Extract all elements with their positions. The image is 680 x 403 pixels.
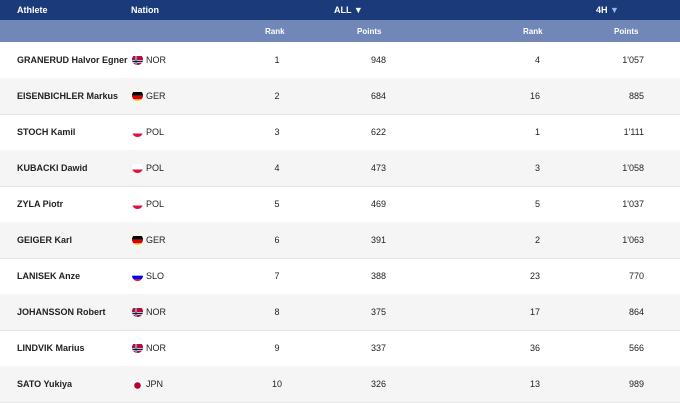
germany-flag-icon: [132, 234, 143, 245]
rank-all: 6: [274, 235, 280, 245]
athlete-name[interactable]: SATO Yukiya: [17, 379, 73, 389]
points-4h: 989: [628, 379, 644, 389]
table-row[interactable]: LINDVIK Marius NOR 9 337 36 566: [0, 330, 680, 367]
norway-flag-icon: [132, 54, 143, 65]
table-header: Athlete Nation ALL ▼ 4H ▼: [0, 0, 680, 20]
chevron-down-icon: ▼: [610, 5, 619, 15]
rank-all: 7: [274, 271, 280, 281]
table-row[interactable]: KUBACKI Dawid POL 4 473 3 1'058: [0, 150, 680, 187]
rank-4h: 17: [529, 307, 540, 317]
athlete-name[interactable]: LINDVIK Marius: [17, 343, 85, 353]
table-subheader: Rank Points Rank Points: [0, 20, 680, 42]
points-4h: 1'063: [622, 235, 644, 245]
points-all: 684: [370, 91, 386, 101]
nation-code: NOR: [146, 307, 166, 317]
table-row[interactable]: GRANERUD Halvor Egner NOR 1 948 4 1'057: [0, 42, 680, 79]
nation-code: POL: [146, 163, 165, 173]
four-hills-selector[interactable]: 4H ▼: [596, 5, 619, 15]
all-label: ALL: [334, 5, 352, 15]
rank-4h: 13: [529, 379, 540, 389]
points-all: 469: [370, 199, 386, 209]
nation-column-header[interactable]: Nation: [131, 5, 159, 15]
athlete-name[interactable]: STOCH Kamil: [17, 127, 76, 137]
nation-code: POL: [146, 199, 165, 209]
rank-4h: 16: [529, 91, 540, 101]
points-4h: 1'057: [622, 55, 644, 65]
points-all: 473: [370, 163, 386, 173]
chevron-down-icon: ▼: [353, 5, 363, 15]
rank-4h: 5: [534, 199, 540, 209]
points-all: 388: [370, 271, 386, 281]
poland-flag-icon: [132, 126, 143, 137]
rank-all: 10: [271, 379, 282, 389]
points-all: 391: [370, 235, 386, 245]
points-4h: 885: [628, 91, 644, 101]
norway-flag-icon: [132, 306, 143, 317]
rank-all: 5: [274, 199, 280, 209]
rank-all: 3: [274, 127, 280, 137]
table-row[interactable]: STOCH Kamil POL 3 622 1 1'111: [0, 114, 680, 151]
points-4h: 566: [628, 343, 644, 353]
japan-flag-icon: [132, 378, 143, 389]
table-row[interactable]: SATO Yukiya JPN 10 326 13 989: [0, 366, 680, 403]
nation-code: GER: [146, 235, 166, 245]
points-all: 948: [370, 55, 386, 65]
table-row[interactable]: JOHANSSON Robert NOR 8 375 17 864: [0, 294, 680, 331]
points-all: 622: [370, 127, 386, 137]
four-hills-label: 4H: [596, 5, 608, 15]
athlete-name[interactable]: LANISEK Anze: [17, 271, 81, 281]
rank-all: 2: [274, 91, 280, 101]
table-row[interactable]: GEIGER Karl GER 6 391 2 1'063: [0, 222, 680, 259]
table-row[interactable]: EISENBICHLER Markus GER 2 684 16 885: [0, 78, 680, 115]
rank-4h: 2: [534, 235, 540, 245]
nation-code: JPN: [146, 379, 164, 389]
nation-code: GER: [146, 91, 166, 101]
points-all: 375: [370, 307, 386, 317]
rank-4h-header[interactable]: Rank: [523, 27, 543, 36]
table-row[interactable]: LANISEK Anze SLO 7 388 23 770: [0, 258, 680, 295]
rank-4h: 3: [534, 163, 540, 173]
nation-code: NOR: [146, 343, 166, 353]
athlete-name[interactable]: JOHANSSON Robert: [17, 307, 106, 317]
rank-4h: 4: [534, 55, 540, 65]
points-4h: 1'111: [623, 127, 644, 137]
nation-code: SLO: [146, 271, 165, 281]
poland-flag-icon: [132, 198, 143, 209]
rank-all-header[interactable]: Rank: [265, 27, 285, 36]
norway-flag-icon: [132, 342, 143, 353]
all-season-selector[interactable]: ALL ▼: [334, 5, 363, 15]
points-4h: 770: [628, 271, 644, 281]
poland-flag-icon: [132, 162, 143, 173]
athlete-name[interactable]: EISENBICHLER Markus: [17, 91, 119, 101]
rank-4h: 23: [529, 271, 540, 281]
germany-flag-icon: [132, 90, 143, 101]
points-4h: 1'037: [622, 199, 644, 209]
nation-code: NOR: [146, 55, 166, 65]
points-all-header[interactable]: Points: [357, 27, 382, 36]
rank-all: 1: [274, 55, 280, 65]
table-row[interactable]: ZYLA Piotr POL 5 469 5 1'037: [0, 186, 680, 223]
slovenia-flag-icon: [132, 270, 143, 281]
athlete-name[interactable]: ZYLA Piotr: [17, 199, 64, 209]
points-4h: 864: [628, 307, 644, 317]
athlete-name[interactable]: GEIGER Karl: [17, 235, 73, 245]
points-4h-header[interactable]: Points: [614, 27, 639, 36]
rank-all: 4: [274, 163, 280, 173]
athlete-name[interactable]: GRANERUD Halvor Egner: [17, 55, 128, 65]
athlete-name[interactable]: KUBACKI Dawid: [17, 163, 88, 173]
athlete-column-header[interactable]: Athlete: [17, 5, 48, 15]
rank-4h: 1: [534, 127, 540, 137]
points-all: 326: [370, 379, 386, 389]
rank-all: 9: [274, 343, 280, 353]
points-4h: 1'058: [622, 163, 644, 173]
points-all: 337: [370, 343, 386, 353]
rank-all: 8: [274, 307, 280, 317]
nation-code: POL: [146, 127, 165, 137]
rank-4h: 36: [529, 343, 540, 353]
